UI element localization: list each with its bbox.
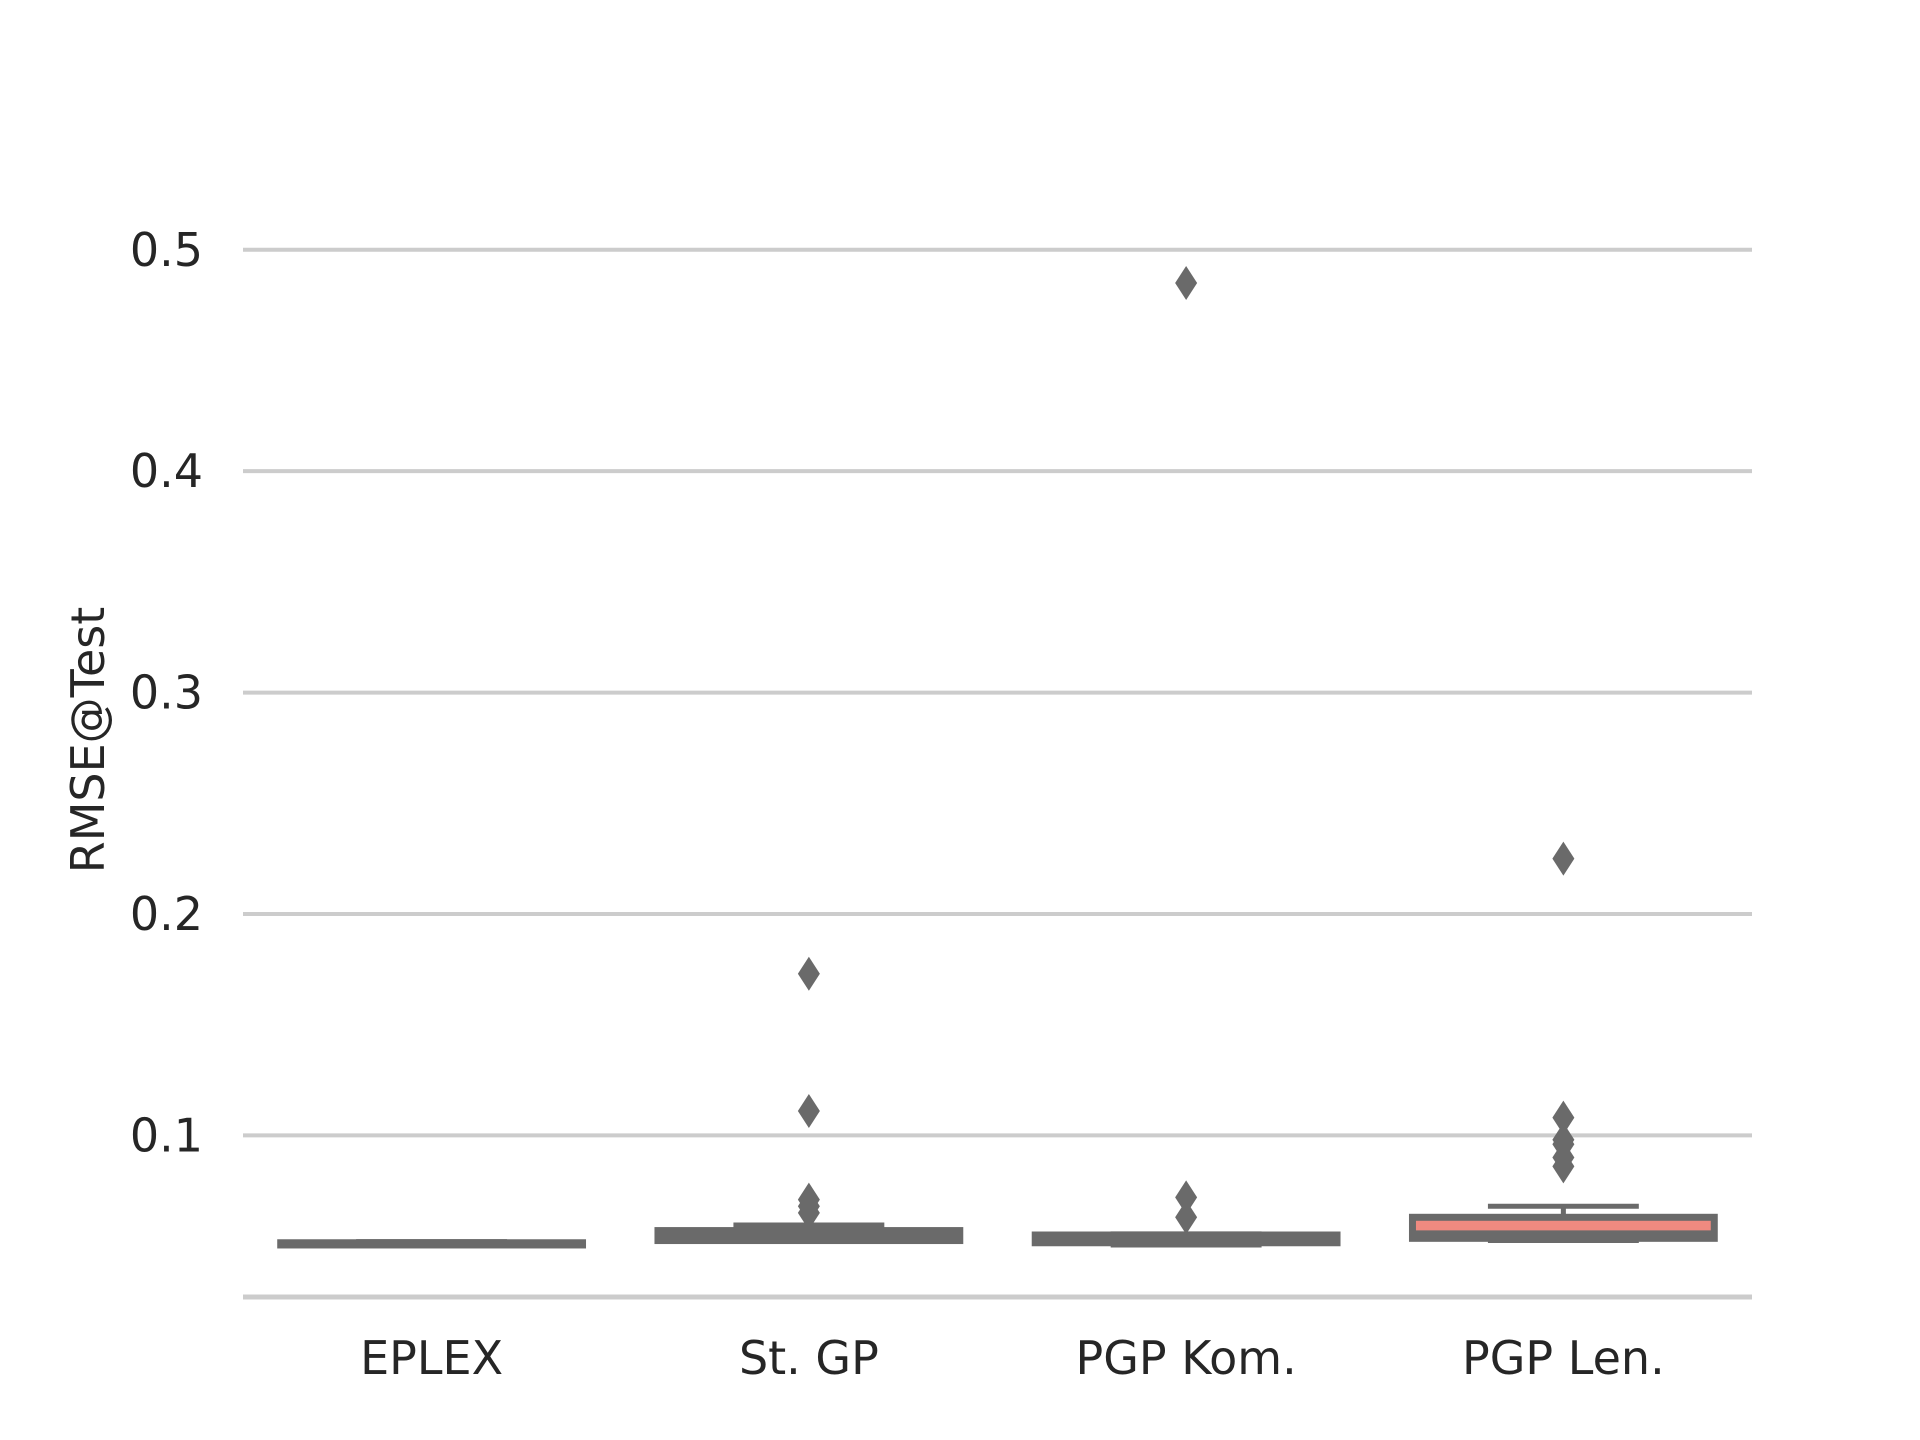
x-tick-label: PGP Kom. — [1076, 1331, 1297, 1385]
box-eplex — [277, 1239, 587, 1249]
y-tick-label: 0.3 — [130, 666, 203, 720]
y-tick-labels: 0.1 0.2 0.3 0.4 0.5 — [130, 223, 203, 1163]
y-tick-label: 0.5 — [130, 223, 203, 277]
box-st-gp — [654, 956, 964, 1245]
x-tick-label: EPLEX — [360, 1331, 503, 1385]
outlier-marker — [797, 1094, 820, 1129]
outlier-marker — [1175, 265, 1198, 300]
box-pgp-len — [1408, 841, 1718, 1244]
grid-lines — [243, 247, 1752, 1300]
outlier-marker — [1175, 1200, 1198, 1235]
x-tick-label: PGP Len. — [1462, 1331, 1665, 1385]
x-tick-label: St. GP — [739, 1331, 879, 1385]
outlier-marker — [1552, 1100, 1575, 1135]
outlier-marker — [1175, 1180, 1198, 1215]
box-pgp-kom — [1031, 265, 1341, 1248]
box-series — [277, 265, 1718, 1249]
outlier-marker — [1552, 1122, 1575, 1157]
y-tick-label: 0.2 — [130, 887, 203, 941]
y-tick-label: 0.4 — [130, 444, 203, 498]
y-tick-label: 0.1 — [130, 1108, 203, 1162]
outlier-marker — [797, 956, 820, 991]
outlier-marker — [1552, 841, 1575, 876]
y-axis-label: RMSE@Test — [61, 607, 115, 874]
outlier-marker — [797, 1182, 820, 1217]
x-tick-labels: EPLEX St. GP PGP Kom. PGP Len. — [360, 1331, 1665, 1385]
